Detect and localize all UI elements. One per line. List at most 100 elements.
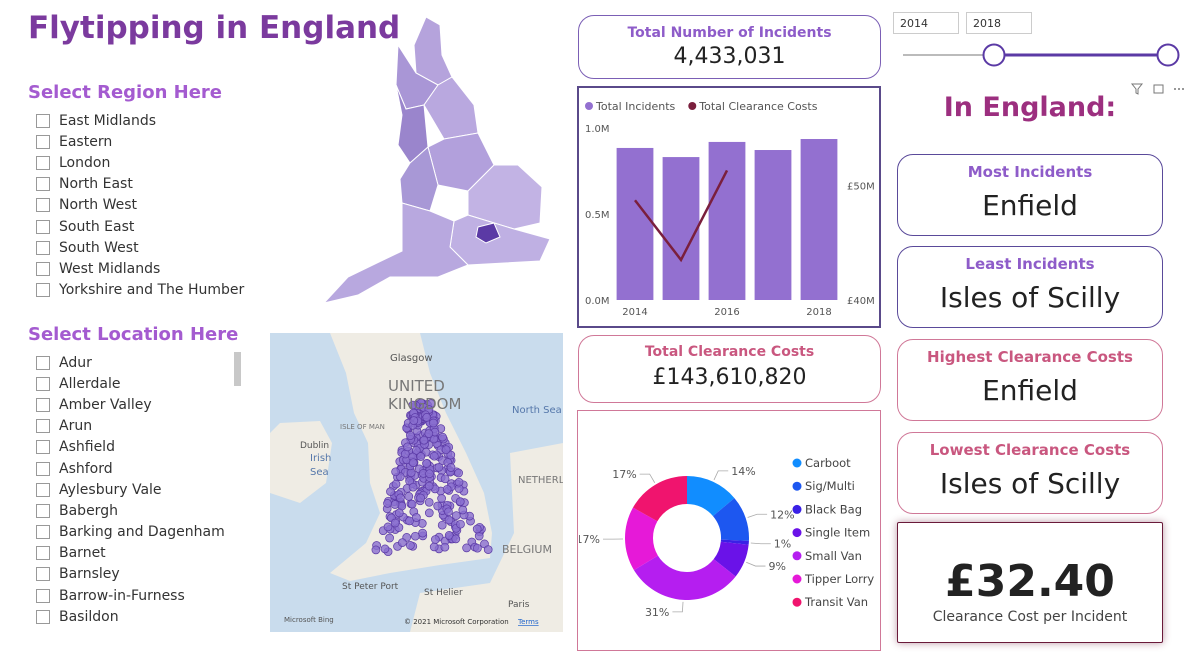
location-dot <box>405 516 414 526</box>
checkbox[interactable] <box>36 609 50 624</box>
filter-icon[interactable] <box>1130 83 1144 95</box>
location-dot <box>391 479 401 489</box>
card-value: Enfield <box>982 374 1078 407</box>
map-terms[interactable]: Terms <box>517 618 539 626</box>
checkbox[interactable] <box>36 134 50 149</box>
location-dot <box>455 497 465 506</box>
focus-icon[interactable] <box>1153 84 1164 94</box>
location-list: Adur Allerdale Amber Valley Arun Ashfield Ash… <box>36 352 225 627</box>
region-map <box>322 16 551 304</box>
map-label: Sea <box>310 467 329 478</box>
slicer-item[interactable]: Ashford <box>36 458 225 479</box>
checkbox[interactable] <box>36 261 50 276</box>
line <box>634 169 729 263</box>
checkbox[interactable] <box>36 546 50 561</box>
location-dot <box>424 429 434 438</box>
location-dot <box>408 482 418 492</box>
slicer-item[interactable]: Aylesbury Vale <box>36 479 225 500</box>
y2-tick-label: £50M <box>847 181 875 192</box>
bar <box>662 157 700 300</box>
slider-handle[interactable] <box>1156 43 1180 67</box>
region-shape <box>475 222 501 244</box>
slicer-item[interactable]: Barnsley <box>36 564 225 585</box>
checkbox[interactable] <box>36 567 50 582</box>
checkbox[interactable] <box>36 397 50 412</box>
slicer-item[interactable]: Barking and Dagenham <box>36 522 225 543</box>
map-label: UNITED <box>388 377 445 395</box>
year-to[interactable]: 2018 <box>966 12 1032 34</box>
location-dot <box>451 534 461 544</box>
slicer-item[interactable]: Yorkshire and The Humber <box>36 280 244 301</box>
slicer-item[interactable]: Barnet <box>36 543 225 564</box>
slicer-item[interactable]: Adur <box>36 352 225 373</box>
leader-line <box>672 601 684 613</box>
checkbox[interactable] <box>36 177 50 192</box>
slicer-item[interactable]: Basildon <box>36 606 225 627</box>
leader-line <box>747 513 768 518</box>
more-icon[interactable] <box>1182 88 1184 90</box>
checkbox[interactable] <box>36 240 50 255</box>
donut-slice <box>713 498 749 541</box>
slicer-item[interactable]: South East <box>36 216 244 237</box>
checkbox[interactable] <box>36 419 50 434</box>
location-dot <box>444 531 454 540</box>
location-dot <box>422 459 431 468</box>
map-label: St Peter Port <box>342 582 399 592</box>
checkbox[interactable] <box>36 113 50 128</box>
legend-label: Transit Van <box>804 595 868 609</box>
checkbox[interactable] <box>36 198 50 213</box>
checkbox[interactable] <box>36 355 50 370</box>
checkbox[interactable] <box>36 283 50 298</box>
checkbox[interactable] <box>36 155 50 170</box>
slicer-item[interactable]: Arun <box>36 416 225 437</box>
slicer-item[interactable]: South West <box>36 237 244 258</box>
checkbox[interactable] <box>36 440 50 455</box>
checkbox[interactable] <box>36 461 50 476</box>
legend-marker <box>688 102 697 110</box>
year-from[interactable]: 2014 <box>893 12 959 34</box>
x-tick-label: 2016 <box>714 307 739 318</box>
legend-marker <box>792 597 802 607</box>
leader-line <box>750 542 771 545</box>
location-dot <box>418 528 427 538</box>
visual-icons[interactable] <box>1130 82 1190 96</box>
donut-slice <box>633 555 736 600</box>
scrollbar[interactable] <box>234 352 241 386</box>
slicer-item[interactable]: Babergh <box>36 500 225 521</box>
slicer-item[interactable]: East Midlands <box>36 110 244 131</box>
slicer-label: North East <box>59 176 133 193</box>
slicer-item[interactable]: Ashfield <box>36 437 225 458</box>
location-dot <box>407 499 417 509</box>
map-copyright: © 2021 Microsoft Corporation <box>404 618 509 626</box>
slicer-item[interactable]: Eastern <box>36 131 244 152</box>
year-slider[interactable] <box>893 40 1183 70</box>
checkbox[interactable] <box>36 482 50 497</box>
slicer-item[interactable]: North East <box>36 174 244 195</box>
location-dot <box>454 477 464 487</box>
card-value: Isles of Scilly <box>939 467 1121 500</box>
more-icon[interactable] <box>1174 88 1176 90</box>
legend-label: Sig/Multi <box>805 479 855 493</box>
checkbox[interactable] <box>36 376 50 391</box>
slicer-item[interactable]: London <box>36 152 244 173</box>
slicer-label: Aylesbury Vale <box>59 481 162 498</box>
slicer-label: Barnsley <box>59 566 120 583</box>
slider-handle[interactable] <box>982 43 1006 67</box>
slicer-item[interactable]: Barrow-in-Furness <box>36 585 225 606</box>
checkbox[interactable] <box>36 588 50 603</box>
location-dot <box>458 505 468 515</box>
location-dot <box>390 518 400 528</box>
slicer-item[interactable]: West Midlands <box>36 258 244 279</box>
slicer-item[interactable]: Allerdale <box>36 373 225 394</box>
slicer-item[interactable]: North West <box>36 195 244 216</box>
location-dot <box>398 538 407 547</box>
slicer-item[interactable]: Amber Valley <box>36 394 225 415</box>
more-icon[interactable] <box>1178 88 1180 90</box>
checkbox[interactable] <box>36 525 50 540</box>
checkbox[interactable] <box>36 503 50 518</box>
legend-label: Small Van <box>805 549 862 563</box>
legend-marker <box>792 528 802 538</box>
location-dot <box>424 508 434 518</box>
checkbox[interactable] <box>36 219 50 234</box>
